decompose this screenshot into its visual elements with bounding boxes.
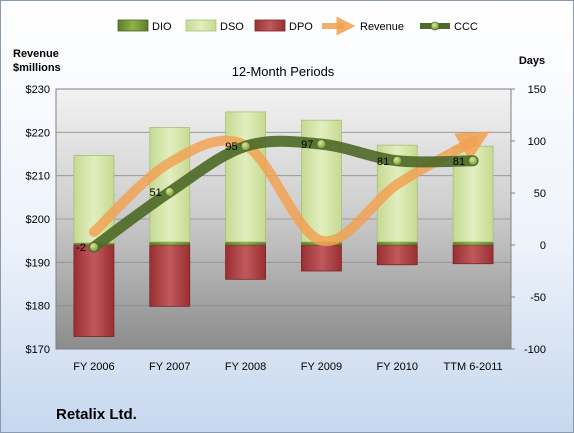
left-axis-title-line1: Revenue [13,48,59,60]
right-tick-label: 0 [540,240,546,252]
ccc-data-label: 81 [453,156,465,168]
ccc-data-label: 51 [150,187,162,199]
legend-label-dso: DSO [220,21,244,33]
dpo-bar [73,244,115,337]
right-tick-label: 50 [534,188,546,200]
dpo-bar [225,244,266,280]
x-tick-label: FY 2007 [149,361,190,373]
left-tick-label: $190 [26,257,50,269]
ccc-marker [240,141,251,152]
legend-marker-ccc [430,21,440,31]
company-name: Retalix Ltd. [56,406,137,423]
dio-bar [377,241,418,246]
legend-label-ccc: CCC [454,21,478,33]
legend: DIO DSO DPO Revenue CCC [117,16,478,36]
left-tick-label: $180 [26,301,50,313]
chart-title: 12-Month Periods [232,64,335,79]
left-tick-label: $210 [26,171,50,183]
ccc-markers [89,139,478,252]
ccc-marker [89,242,99,252]
dio-bar [452,241,494,246]
revenue-line [88,131,490,247]
dio-bar [149,241,190,246]
x-tick-label: FY 2009 [301,361,342,373]
ccc-data-label: 97 [301,139,313,151]
left-tick-label: $170 [26,344,50,356]
legend-swatch-dso [185,19,217,32]
dpo-bar [301,244,342,272]
dpo-bar [452,244,494,265]
ccc-marker [164,187,175,197]
ccc-marker [392,155,403,166]
right-tick-label: -100 [524,344,546,356]
left-tick-label: $220 [26,127,50,139]
data-labels: -2 51 95 97 81 81 [76,139,465,254]
dpo-bar [376,244,418,266]
right-tick-label: -50 [530,292,546,304]
x-axis-ticks: FY 2006 FY 2007 FY 2008 FY 2009 FY 2010 TTM 6… [73,361,502,373]
right-tick-label: 150 [528,84,546,96]
legend-swatch-dpo [254,19,286,32]
left-tick-label: $200 [26,214,50,226]
left-axis-ticks: $230 $220 $210 $200 $190 $180 $170 [26,84,50,356]
x-tick-label: TTM 6-2011 [444,361,503,373]
legend-swatch-dio [117,19,149,32]
left-axis-title-line2: $millions [13,62,61,74]
ccc-data-label: 81 [377,156,389,168]
dso-bar [225,111,266,243]
dpo-bar [149,244,191,307]
ccc-marker [468,155,478,166]
legend-label-dpo: DPO [289,21,313,33]
bars-layer [73,111,494,337]
dio-bar [225,241,266,246]
right-axis-ticks: 150 100 50 0 -50 -100 [511,84,546,356]
x-tick-label: FY 2006 [73,361,114,373]
ccc-data-label: 95 [225,141,237,153]
x-tick-label: FY 2008 [225,361,266,373]
x-tick-label: FY 2010 [377,361,418,373]
right-tick-label: 100 [528,136,546,148]
legend-label-revenue: Revenue [360,21,404,33]
right-axis-title: Days [519,55,545,67]
legend-label-dio: DIO [152,21,172,33]
ccc-data-label: -2 [76,242,86,254]
ccc-marker [316,139,327,150]
left-tick-label: $230 [26,84,50,96]
